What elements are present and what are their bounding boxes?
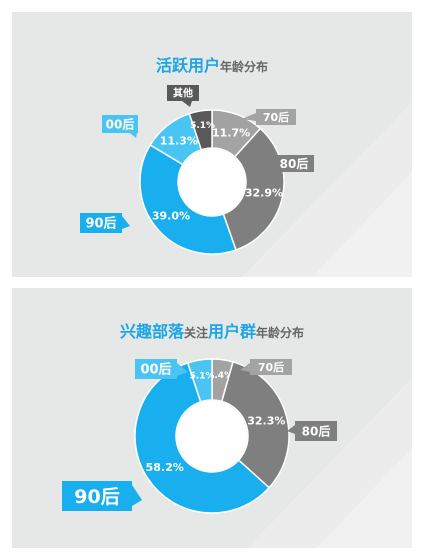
- category-label: 00后: [140, 362, 171, 378]
- slice-value-label: 5.1%: [190, 371, 215, 381]
- pie-slice: [220, 360, 290, 489]
- legend-callout: 90后: [62, 481, 142, 511]
- chart-panel-tribe-followers: 兴趣部落关注用户群年龄分布 4.4% 32.3% 58.2% 5.1% 70后 80后 90…: [12, 288, 412, 548]
- slice-value-label: 11.3%: [160, 135, 198, 148]
- slice-value-label: 11.7%: [212, 127, 250, 140]
- category-label: 90后: [85, 216, 116, 232]
- chart-background: [246, 378, 412, 548]
- category-label: 70后: [258, 360, 284, 374]
- slice-value-label: 58.2%: [146, 461, 184, 474]
- chart-title: 兴趣部落关注用户群年龄分布: [12, 318, 412, 342]
- title-part: 用户群: [208, 322, 257, 341]
- title-part: 活跃用户: [155, 56, 220, 75]
- legend-callout: 其他: [167, 85, 199, 107]
- title-part: 年龄分布: [256, 326, 305, 340]
- donut-chart: 4.4% 32.3% 58.2% 5.1% 70后 80后 90后 00后: [62, 358, 412, 548]
- category-label: 70后: [263, 110, 289, 124]
- legend-callout: 80后: [287, 421, 337, 441]
- pie-slice: [188, 109, 213, 151]
- slice-value-label: 32.3%: [247, 414, 285, 427]
- legend-callout: 70后: [242, 109, 296, 125]
- legend-callout: 80后: [270, 155, 314, 172]
- category-label: 80后: [280, 156, 309, 171]
- chart-panel-active-users: 活跃用户年龄分布 11.7% 32.9% 39.0% 11.3% 5.1% 70后 80后 9…: [12, 12, 412, 277]
- legend-callout: 00后: [102, 115, 138, 138]
- slice-value-label: 4.4%: [208, 371, 233, 381]
- donut-hole: [177, 401, 247, 471]
- category-label: 80后: [302, 423, 331, 438]
- slice-value-label: 39.0%: [152, 210, 190, 223]
- chart-title: 活跃用户年龄分布: [12, 52, 412, 76]
- slice-value-label: 5.1%: [190, 121, 215, 131]
- category-label: 00后: [106, 116, 135, 131]
- slice-value-label: 32.9%: [245, 186, 283, 199]
- legend-callout: 70后: [240, 359, 292, 375]
- category-label: 其他: [173, 87, 193, 100]
- title-part: 关注: [183, 326, 208, 340]
- donut-hole: [179, 149, 245, 215]
- legend-callout: 90后: [80, 213, 130, 233]
- title-part: 兴趣部落: [119, 322, 184, 341]
- pie-slice: [139, 143, 237, 255]
- chart-background: [242, 102, 412, 277]
- category-label: 90后: [74, 486, 119, 508]
- title-part: 年龄分布: [220, 60, 269, 74]
- pie-slice: [186, 358, 213, 403]
- legend-callout: 00后: [135, 359, 188, 379]
- donut-chart: 11.7% 32.9% 39.0% 11.3% 5.1% 70后 80后 90后 00后 其他: [80, 85, 412, 277]
